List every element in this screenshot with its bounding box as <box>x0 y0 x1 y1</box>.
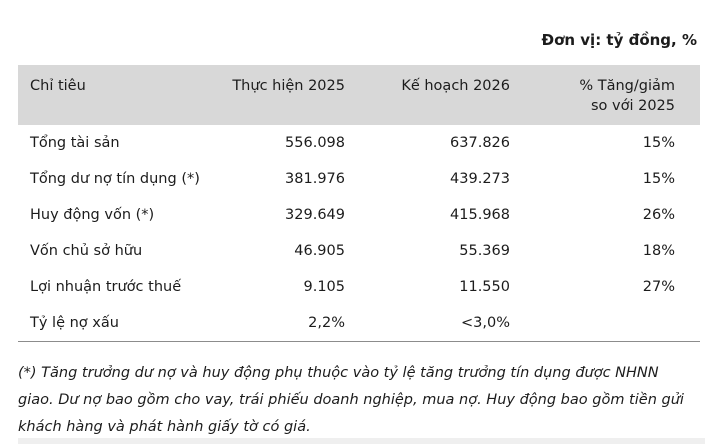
table-row: Tỷ lệ nợ xấu 2,2% <3,0% <box>18 305 700 341</box>
cell-plan: 11.550 <box>459 279 510 295</box>
cell-plan: 55.369 <box>459 243 510 259</box>
cell-actual: 9.105 <box>303 279 345 295</box>
cell-actual: 46.905 <box>294 243 345 259</box>
cell-actual: 2,2% <box>308 315 345 331</box>
cell-plan: 439.273 <box>450 171 510 187</box>
unit-note: Đơn vị: tỷ đồng, % <box>541 31 698 49</box>
cell-actual: 556.098 <box>285 135 345 151</box>
row-label: Lợi nhuận trước thuế <box>30 279 182 295</box>
cell-actual: 381.976 <box>285 171 345 187</box>
row-label: Tổng tài sản <box>30 135 120 151</box>
cell-actual: 329.649 <box>285 207 345 223</box>
table-row: Tổng tài sản 556.098 637.826 15% <box>18 125 700 161</box>
row-label: Huy động vốn (*) <box>30 207 155 223</box>
column-header-plan-2026: Kế hoạch 2026 <box>401 78 510 94</box>
cell-change: 18% <box>642 243 675 259</box>
cutoff-section-bar <box>18 438 705 444</box>
table-body: Tổng tài sản 556.098 637.826 15% Tổng dư… <box>18 125 700 342</box>
column-header-change-line1: % Tăng/giảm <box>579 78 675 94</box>
row-label: Tổng dư nợ tín dụng (*) <box>30 171 200 187</box>
table-header-row: Chỉ tiêu Thực hiện 2025 Kế hoạch 2026 % … <box>18 65 700 125</box>
table-row: Huy động vốn (*) 329.649 415.968 26% <box>18 197 700 233</box>
cell-change: 27% <box>642 279 675 295</box>
table-row: Lợi nhuận trước thuế 9.105 11.550 27% <box>18 269 700 305</box>
cell-plan: <3,0% <box>461 315 510 331</box>
cell-change: 26% <box>642 207 675 223</box>
column-header-criteria: Chỉ tiêu <box>30 78 86 94</box>
row-label: Tỷ lệ nợ xấu <box>30 315 119 331</box>
column-header-change-line2: so với 2025 <box>590 98 675 114</box>
column-header-change: % Tăng/giảm so với 2025 <box>510 76 675 125</box>
row-label: Vốn chủ sở hữu <box>30 243 143 259</box>
table-row: Vốn chủ sở hữu 46.905 55.369 18% <box>18 233 700 269</box>
financial-plan-table: Chỉ tiêu Thực hiện 2025 Kế hoạch 2026 % … <box>18 65 700 342</box>
cell-change: 15% <box>642 135 675 151</box>
table-row: Tổng dư nợ tín dụng (*) 381.976 439.273 … <box>18 161 700 197</box>
column-header-actual-2025: Thực hiện 2025 <box>232 78 345 94</box>
cell-plan: 637.826 <box>450 135 510 151</box>
cell-plan: 415.968 <box>450 207 510 223</box>
cell-change: 15% <box>642 171 675 187</box>
footnote: (*) Tăng trưởng dư nợ và huy động phụ th… <box>18 365 684 435</box>
